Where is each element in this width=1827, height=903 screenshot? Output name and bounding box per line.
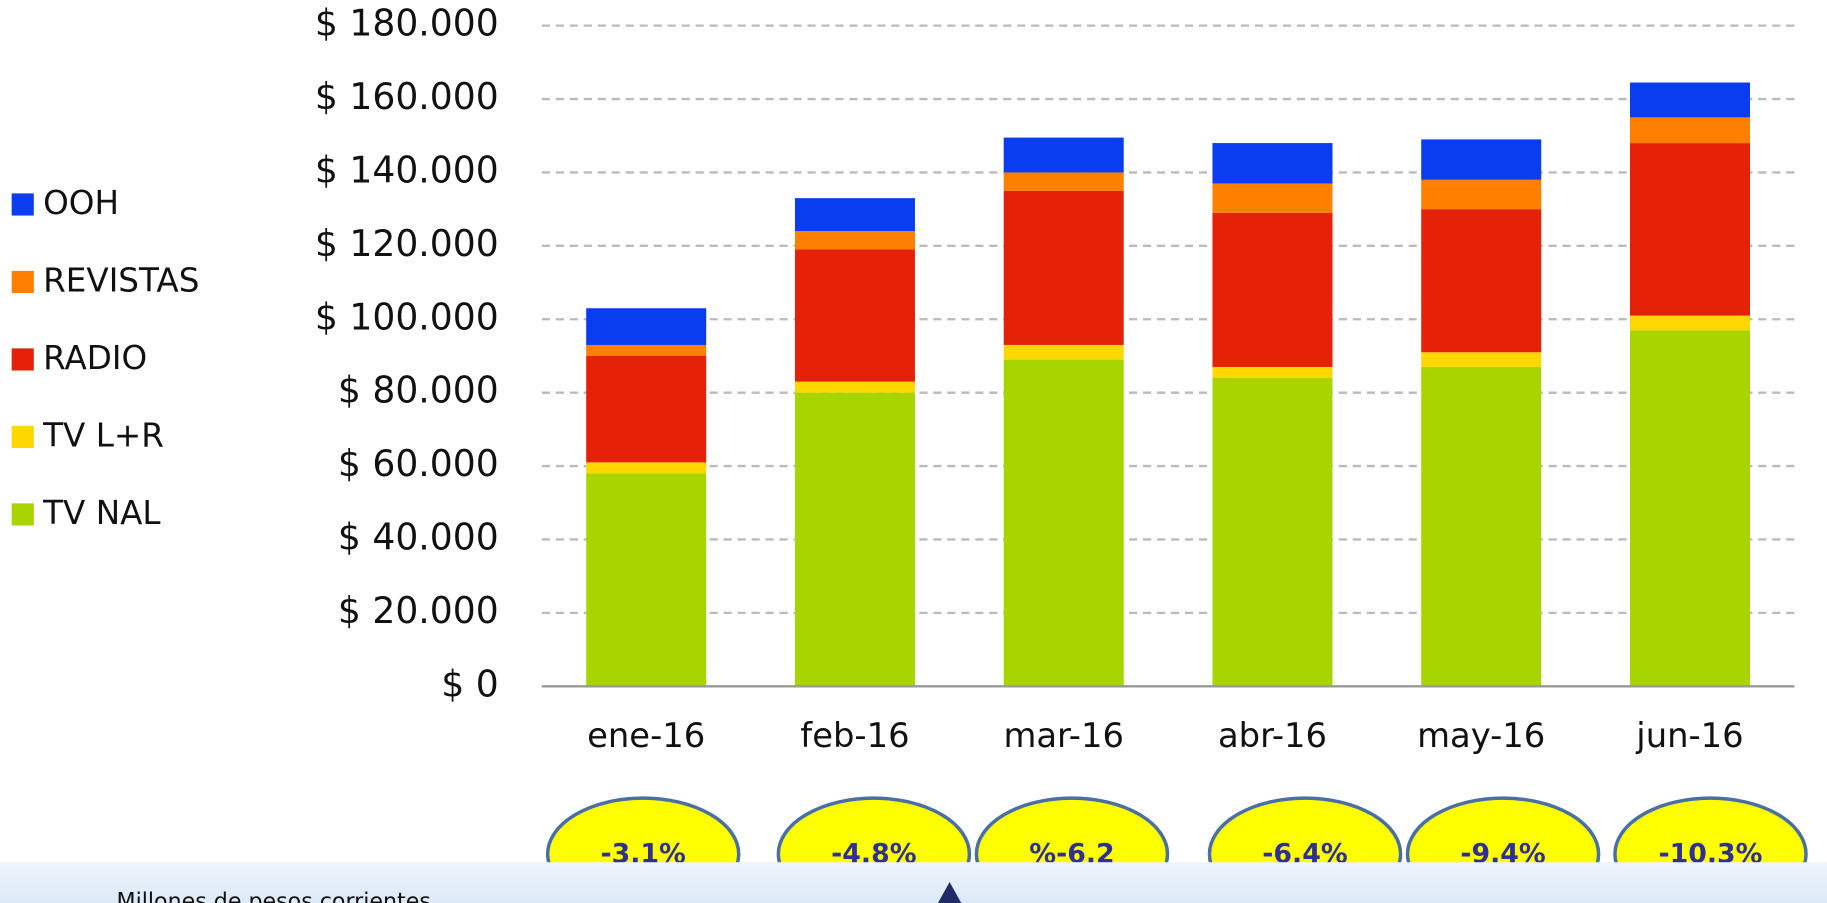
x-tick-label: ene-16	[587, 716, 705, 755]
bar-segment	[1629, 117, 1750, 144]
y-tick-label: $ 100.000	[315, 295, 499, 338]
bar-segment	[586, 308, 707, 345]
legend-label: TV L+R	[42, 417, 164, 455]
y-tick-label: $ 140.000	[315, 148, 499, 191]
legend-label: OOH	[43, 184, 119, 222]
y-tick-label: $ 40.000	[338, 515, 499, 558]
x-tick-label: mar-16	[1003, 716, 1123, 755]
bar-segment	[586, 473, 707, 687]
bar-segment	[794, 198, 915, 232]
bar-segment	[1212, 143, 1333, 184]
y-tick-label: $ 0	[441, 662, 498, 705]
footer-band	[0, 862, 1827, 903]
y-tick-label: $ 60.000	[338, 442, 499, 485]
x-tick-label: feb-16	[800, 716, 909, 755]
bar-segment	[1421, 366, 1542, 687]
legend-label: RADIO	[43, 339, 147, 377]
y-tick-label: $ 20.000	[338, 589, 499, 632]
bar-segment	[1212, 377, 1333, 687]
bar-segment	[1629, 330, 1750, 687]
footnote: Millones de pesos corrientes	[117, 888, 431, 903]
legend-swatch	[11, 348, 34, 371]
bar-segment	[794, 249, 915, 382]
bar-segment	[1003, 172, 1124, 191]
y-tick-label: $ 80.000	[338, 369, 499, 412]
legend-swatch	[11, 193, 34, 216]
bar-segment	[1003, 137, 1124, 173]
bar-segment	[794, 392, 915, 687]
bar-segment	[1421, 179, 1542, 210]
bar-segment	[1421, 209, 1542, 353]
bar-segment	[1003, 359, 1124, 687]
x-tick-label: abr-16	[1218, 716, 1327, 755]
bar-segment	[1003, 344, 1124, 360]
bar-segment	[794, 381, 915, 393]
pointer-icon	[937, 882, 962, 903]
x-tick-label: may-16	[1417, 716, 1545, 755]
bar-segment	[1003, 190, 1124, 345]
legend-label: TV NAL	[42, 494, 160, 532]
bar-segment	[586, 355, 707, 463]
bar-segment	[1212, 183, 1333, 213]
bar-segment	[1421, 139, 1542, 180]
y-tick-label: $ 180.000	[315, 2, 499, 45]
bar-segment	[1421, 352, 1542, 367]
bar-segment	[1629, 315, 1750, 331]
bar-segment	[586, 344, 707, 356]
bar-segment	[586, 462, 707, 474]
legend-swatch	[11, 425, 34, 449]
legend-swatch	[11, 503, 34, 526]
bar-segment	[794, 231, 915, 250]
bar-segment	[1212, 212, 1333, 367]
legend-label: REVISTAS	[43, 262, 199, 300]
x-tick-label: jun-16	[1635, 716, 1743, 755]
legend-swatch	[11, 270, 34, 294]
y-tick-label: $ 160.000	[315, 75, 499, 118]
bar-segment	[1629, 143, 1750, 316]
y-tick-label: $ 120.000	[315, 222, 499, 265]
bar-segment	[1629, 82, 1750, 118]
bar-segment	[1212, 366, 1333, 378]
